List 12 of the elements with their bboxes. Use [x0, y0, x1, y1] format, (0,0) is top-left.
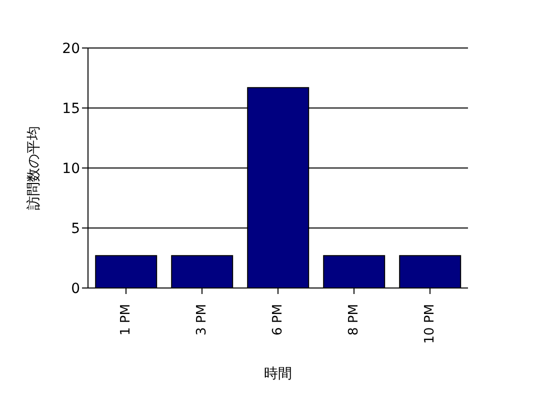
y-tick-label: 5: [71, 220, 80, 237]
x-tick-label: 8 PM: [346, 304, 362, 336]
x-tick-label: 10 PM: [422, 304, 438, 344]
x-tick-label: 1 PM: [118, 304, 134, 336]
y-axis-title: 訪問数の平均: [26, 126, 42, 210]
y-tick-label: 10: [62, 160, 80, 177]
y-tick-label: 20: [62, 40, 80, 57]
x-tick-label: 6 PM: [270, 304, 286, 336]
y-tick-label: 0: [71, 280, 80, 297]
x-axis-title: 時間: [264, 366, 292, 382]
x-tick-label: 3 PM: [194, 304, 210, 336]
y-tick-label: 15: [62, 100, 80, 117]
